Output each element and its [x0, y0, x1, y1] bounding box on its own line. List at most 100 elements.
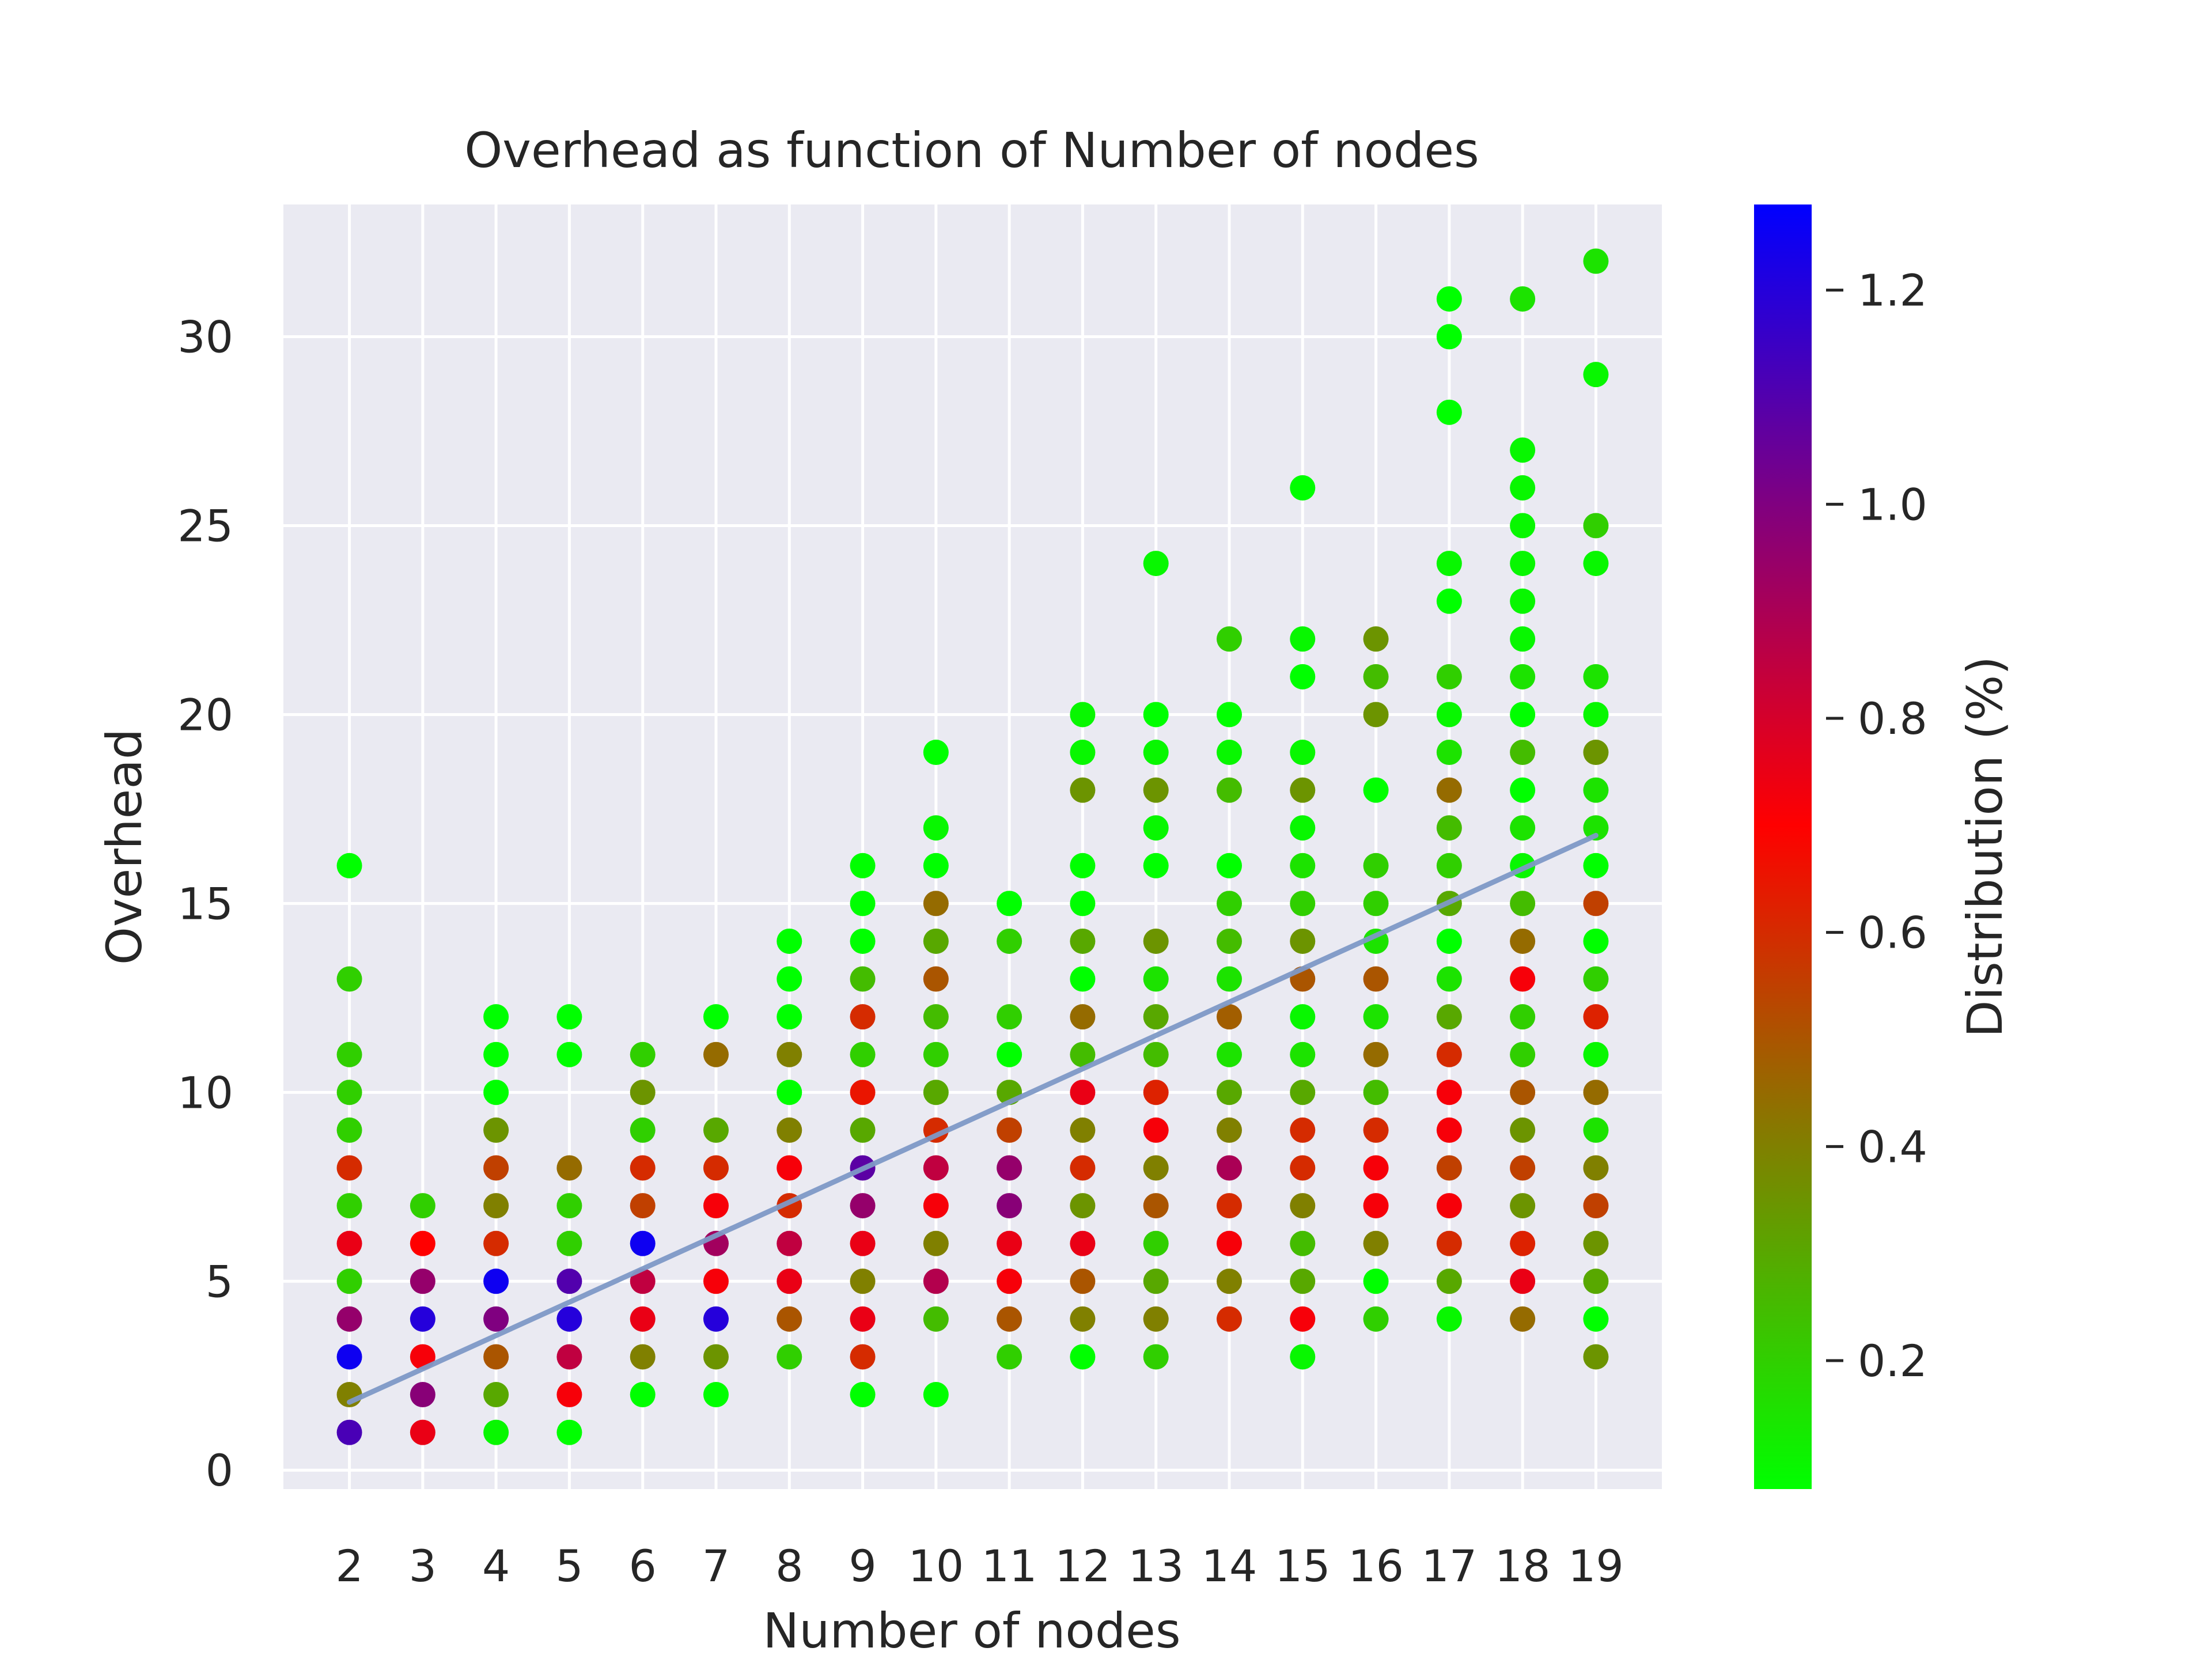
trend-line: [347, 832, 1599, 1405]
data-point: [1070, 1155, 1096, 1181]
data-point: [1583, 740, 1609, 766]
data-point: [1217, 891, 1243, 916]
data-point: [1436, 1306, 1462, 1332]
data-point: [1510, 1117, 1536, 1143]
data-point: [923, 1306, 949, 1332]
data-point: [777, 966, 802, 992]
data-point: [1290, 1306, 1316, 1332]
colorbar-tick-label: 1.0: [1858, 479, 1927, 530]
data-point: [630, 1344, 656, 1370]
data-point: [1143, 702, 1169, 728]
data-point: [1290, 1080, 1316, 1105]
data-point: [483, 1117, 509, 1143]
data-point: [997, 1306, 1022, 1332]
data-point: [1583, 1193, 1609, 1219]
data-point: [630, 1041, 656, 1067]
data-point: [777, 1117, 802, 1143]
data-point: [630, 1155, 656, 1181]
data-point: [410, 1419, 435, 1445]
data-point: [336, 966, 362, 992]
data-point: [630, 1117, 656, 1143]
data-point: [923, 1230, 949, 1256]
data-point: [703, 1268, 729, 1294]
data-point: [703, 1306, 729, 1332]
data-point: [1290, 777, 1316, 803]
data-point: [703, 1344, 729, 1370]
data-point: [1363, 1268, 1389, 1294]
x-tick-label: 16: [1348, 1540, 1404, 1592]
data-point: [483, 1419, 509, 1445]
data-point: [1583, 1344, 1609, 1370]
data-point: [923, 1155, 949, 1181]
data-point: [1363, 777, 1389, 803]
data-point: [1217, 1193, 1243, 1219]
data-point: [1290, 928, 1316, 954]
data-point: [483, 1080, 509, 1105]
data-point: [923, 1268, 949, 1294]
data-point: [1290, 1344, 1316, 1370]
x-tick-label: 17: [1422, 1540, 1478, 1592]
data-point: [923, 891, 949, 916]
data-point: [850, 1193, 876, 1219]
data-point: [1143, 777, 1169, 803]
data-point: [923, 966, 949, 992]
data-point: [1217, 626, 1243, 652]
data-point: [1436, 664, 1462, 690]
data-point: [1510, 437, 1536, 463]
data-point: [1070, 966, 1096, 992]
data-point: [556, 1382, 582, 1408]
data-point: [997, 1193, 1022, 1219]
data-point: [336, 1080, 362, 1105]
data-point: [923, 1193, 949, 1219]
data-point: [1510, 588, 1536, 614]
data-point: [336, 1041, 362, 1067]
data-point: [1510, 626, 1536, 652]
data-point: [1290, 1193, 1316, 1219]
chart-title: Overhead as function of Number of nodes: [464, 122, 1479, 179]
plot-area: [283, 204, 1662, 1489]
data-point: [1143, 1268, 1169, 1294]
data-point: [483, 1004, 509, 1030]
data-point: [1510, 928, 1536, 954]
data-point: [1583, 966, 1609, 992]
data-point: [1510, 1230, 1536, 1256]
data-point: [1143, 853, 1169, 878]
data-point: [1510, 891, 1536, 916]
data-point: [777, 928, 802, 954]
data-point: [997, 1268, 1022, 1294]
data-point: [1143, 1117, 1169, 1143]
data-point: [1363, 1230, 1389, 1256]
x-tick-label: 14: [1202, 1540, 1257, 1592]
data-point: [1143, 1080, 1169, 1105]
data-point: [1436, 1117, 1462, 1143]
data-point: [1070, 1344, 1096, 1370]
y-tick-label: 0: [206, 1445, 233, 1496]
data-point: [483, 1344, 509, 1370]
data-point: [410, 1230, 435, 1256]
data-point: [1290, 1268, 1316, 1294]
data-point: [997, 1117, 1022, 1143]
data-point: [850, 1041, 876, 1067]
data-point: [1217, 966, 1243, 992]
data-point: [1510, 966, 1536, 992]
colorbar-ticks: 0.2 0.4 0.6 0.8 1.0 1.2: [1826, 265, 1927, 1387]
data-point: [1070, 1268, 1096, 1294]
data-point: [850, 1306, 876, 1332]
data-point: [410, 1268, 435, 1294]
data-point: [1143, 815, 1169, 841]
data-point: [556, 1193, 582, 1219]
data-point: [1510, 1193, 1536, 1219]
data-point: [1290, 1230, 1316, 1256]
data-point: [850, 928, 876, 954]
data-point: [1290, 1117, 1316, 1143]
data-point: [1070, 928, 1096, 954]
data-point: [997, 891, 1022, 916]
data-point: [1070, 740, 1096, 766]
data-point: [1436, 1268, 1462, 1294]
data-point: [850, 966, 876, 992]
data-point: [1510, 1268, 1536, 1294]
data-point: [1363, 626, 1389, 652]
data-point: [1510, 551, 1536, 577]
data-point: [1070, 1004, 1096, 1030]
data-point: [850, 1230, 876, 1256]
